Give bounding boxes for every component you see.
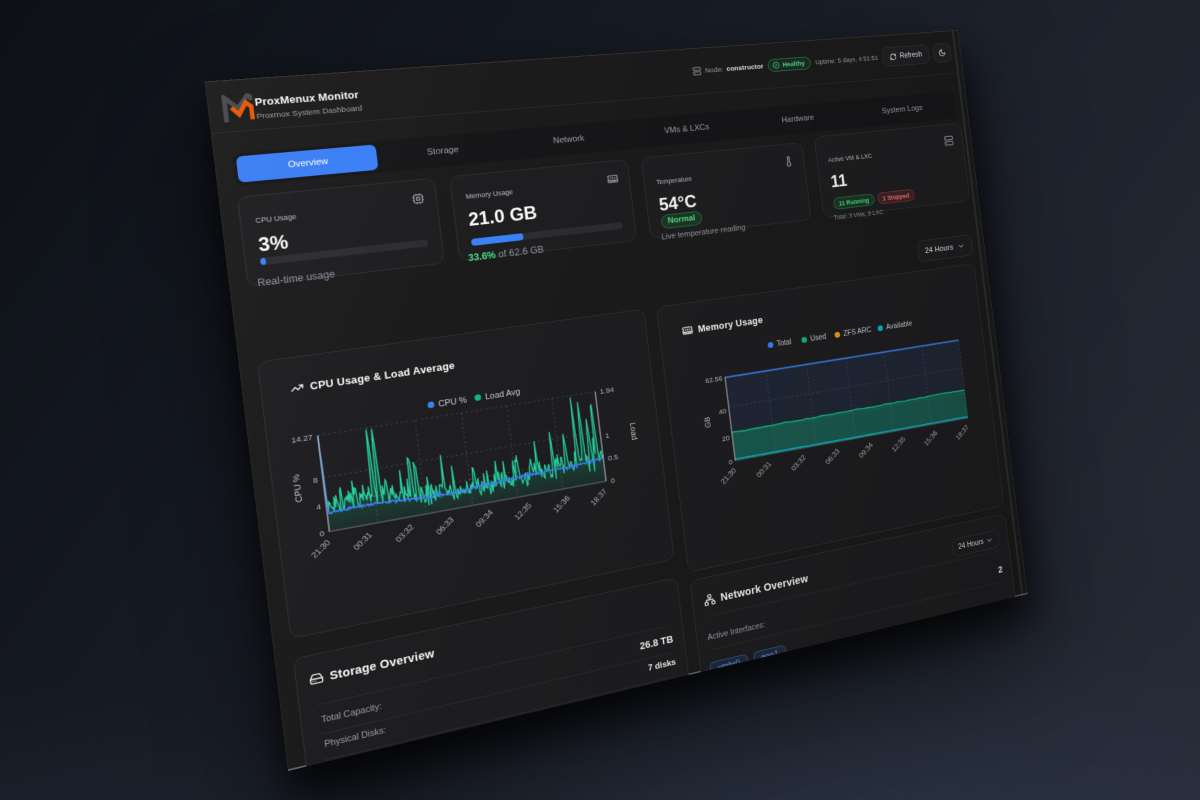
- svg-text:1: 1: [605, 431, 610, 440]
- svg-text:06:33: 06:33: [434, 515, 455, 536]
- svg-text:09:34: 09:34: [474, 508, 495, 529]
- svg-text:18:37: 18:37: [954, 423, 970, 441]
- svg-text:Available: Available: [886, 320, 913, 332]
- svg-text:12:35: 12:35: [513, 501, 534, 521]
- svg-text:0.5: 0.5: [607, 452, 618, 462]
- svg-text:ZFS ARC: ZFS ARC: [843, 326, 872, 338]
- svg-text:Load: Load: [628, 422, 639, 441]
- svg-text:00:31: 00:31: [755, 460, 773, 479]
- svg-text:15:36: 15:36: [923, 429, 939, 447]
- svg-text:1.94: 1.94: [599, 385, 614, 396]
- svg-text:03:32: 03:32: [394, 523, 416, 544]
- svg-text:62.56: 62.56: [705, 374, 723, 385]
- svg-text:21:30: 21:30: [719, 466, 737, 485]
- svg-text:CPU %: CPU %: [290, 473, 304, 503]
- svg-text:12:35: 12:35: [890, 435, 907, 453]
- svg-text:20: 20: [722, 434, 731, 443]
- svg-text:09:34: 09:34: [857, 441, 874, 459]
- svg-text:Used: Used: [810, 333, 827, 343]
- svg-text:Load Avg: Load Avg: [485, 386, 521, 401]
- svg-text:4: 4: [316, 502, 322, 512]
- svg-text:8: 8: [312, 475, 318, 485]
- svg-text:Total: Total: [776, 338, 792, 348]
- svg-text:21:30: 21:30: [309, 538, 332, 560]
- svg-text:GB: GB: [702, 416, 712, 429]
- svg-text:0: 0: [728, 457, 733, 466]
- svg-text:40: 40: [718, 407, 727, 416]
- svg-text:0: 0: [610, 476, 615, 485]
- svg-text:03:32: 03:32: [790, 453, 808, 472]
- svg-text:15:36: 15:36: [552, 494, 572, 514]
- svg-text:14.27: 14.27: [291, 432, 313, 444]
- svg-text:00:31: 00:31: [352, 530, 374, 551]
- svg-text:0: 0: [319, 529, 325, 539]
- svg-text:CPU %: CPU %: [438, 395, 468, 409]
- svg-text:18:37: 18:37: [589, 487, 609, 507]
- svg-text:06:33: 06:33: [824, 447, 841, 466]
